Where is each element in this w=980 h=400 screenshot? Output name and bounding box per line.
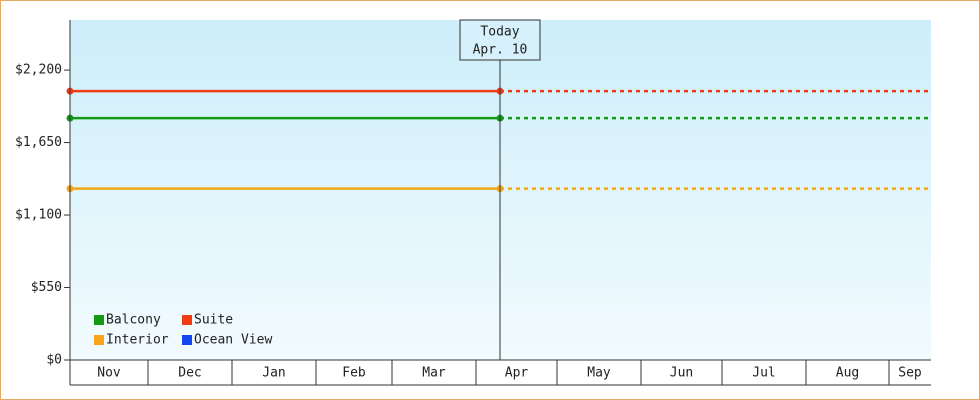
legend-label: Suite (194, 313, 233, 328)
legend-swatch (94, 335, 104, 345)
x-tick-label: Jan (262, 366, 285, 381)
y-tick-label: $0 (46, 353, 62, 368)
legend-label: Balcony (106, 313, 161, 328)
x-tick-label: Nov (97, 366, 121, 381)
x-tick-label: Jun (670, 366, 693, 381)
today-box (459, 19, 541, 61)
legend-swatch (182, 315, 192, 325)
x-tick-label: Apr (505, 366, 529, 381)
legend-swatch (182, 335, 192, 345)
x-tick-label: May (587, 366, 611, 381)
y-tick-label: $550 (31, 280, 62, 295)
y-tick-label: $1,100 (15, 208, 62, 223)
y-tick-label: $2,200 (15, 63, 62, 78)
x-tick-label: Jul (752, 366, 775, 381)
today-title: Today (480, 25, 519, 40)
x-tick-label: Aug (836, 366, 859, 381)
legend-swatch (94, 315, 104, 325)
x-tick-label: Sep (898, 366, 922, 381)
legend-label: Interior (106, 333, 169, 348)
x-tick-label: Mar (422, 366, 446, 381)
x-tick-label: Feb (342, 366, 366, 381)
today-date: Apr. 10 (473, 43, 528, 58)
x-tick-label: Dec (178, 366, 201, 381)
legend-label: Ocean View (194, 333, 272, 348)
y-tick-label: $1,650 (15, 135, 62, 150)
